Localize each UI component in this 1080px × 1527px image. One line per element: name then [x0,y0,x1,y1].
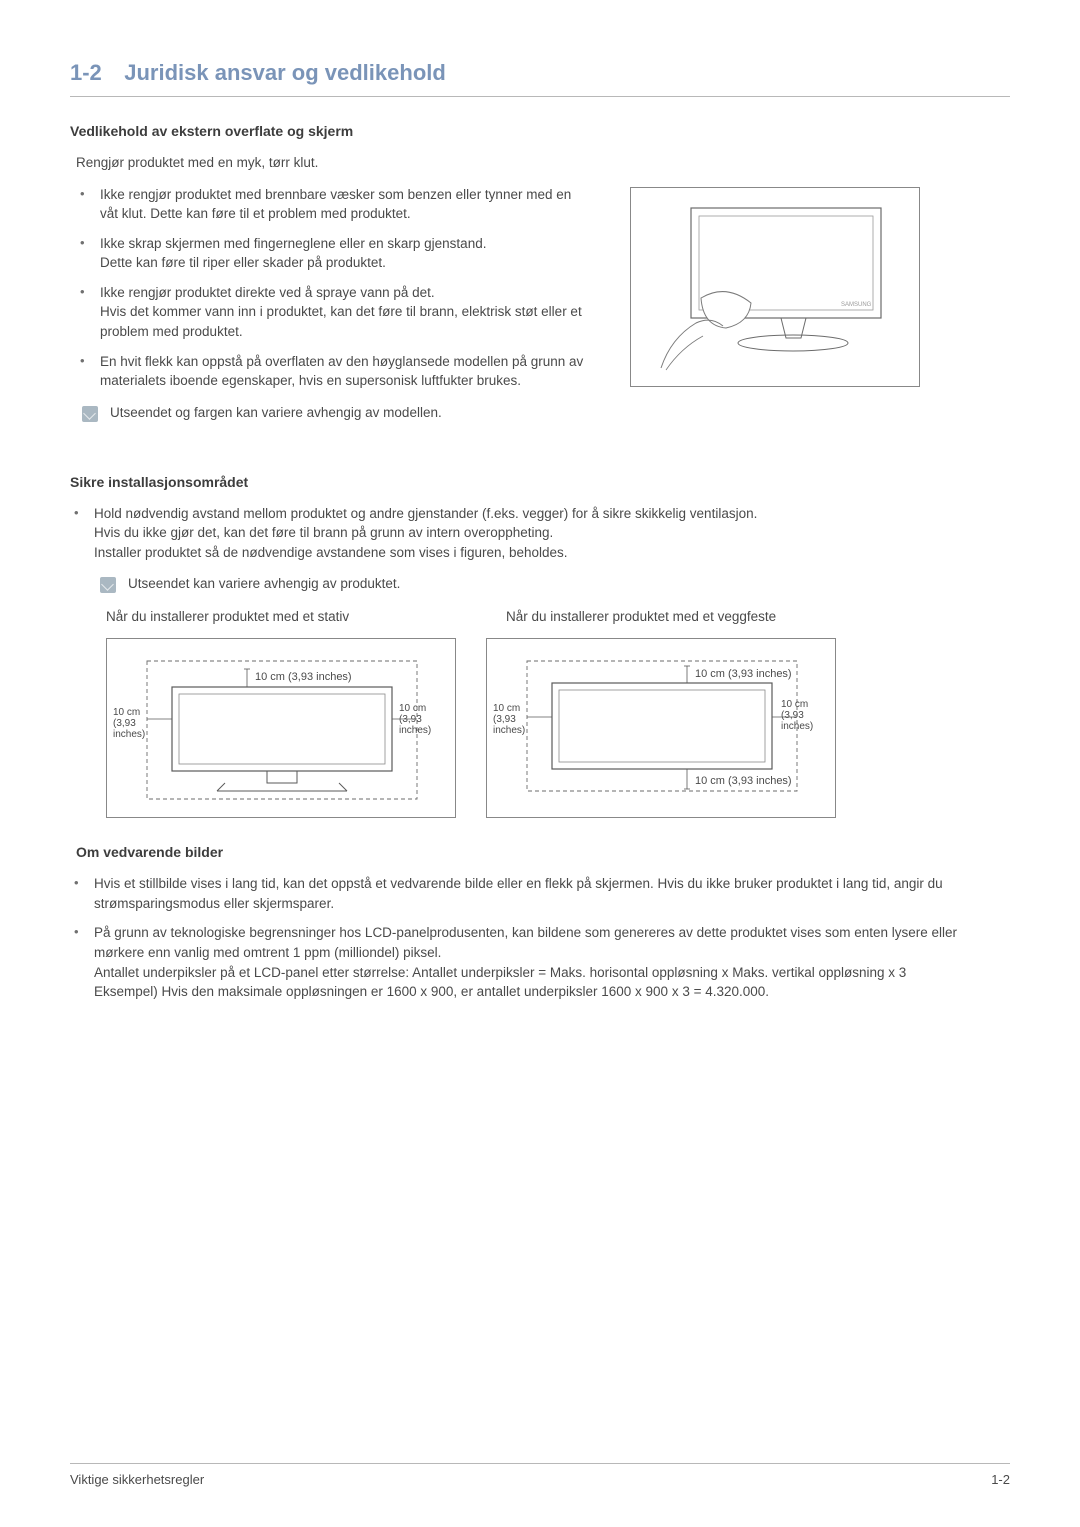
section-persistent-image: Om vedvarende bilder Hvis et stillbilde … [70,844,1010,1001]
section-header: 1-2 Juridisk ansvar og vedlikehold [70,60,1010,86]
note-row: Utseendet og fargen kan variere avhengig… [82,405,590,422]
persistent-bullets: Hvis et stillbilde vises i lang tid, kan… [70,874,1010,1001]
svg-text:(3,93: (3,93 [113,718,136,729]
svg-text:10 cm: 10 cm [399,703,426,714]
persistent-heading: Om vedvarende bilder [76,844,1010,860]
svg-text:SAMSUNG: SAMSUNG [841,302,872,308]
svg-text:inches): inches) [399,725,431,736]
page-footer: Viktige sikkerhetsregler 1-2 [70,1463,1010,1487]
svg-text:10 cm: 10 cm [113,707,140,718]
divider-bottom [70,1463,1010,1464]
diagram-wall: 10 cm (3,93 inches) 10 cm (3,93 inches) … [486,638,836,818]
section-title: Juridisk ansvar og vedlikehold [124,60,446,86]
note-icon [82,406,98,422]
svg-text:inches): inches) [493,725,525,736]
note-row: Utseendet kan variere avhengig av produk… [100,576,1010,593]
list-item: Ikke rengjør produktet med brennbare væs… [76,185,590,224]
svg-text:inches): inches) [113,729,145,740]
note-text: Utseendet og fargen kan variere avhengig… [110,405,442,420]
svg-text:10 cm (3,93 inches): 10 cm (3,93 inches) [695,775,792,787]
section-number: 1-2 [70,60,102,86]
caption-wall: Når du installerer produktet med et vegg… [506,609,776,624]
list-item: En hvit flekk kan oppstå på overflaten a… [76,352,590,391]
installation-bullets: Hold nødvendig avstand mellom produktet … [70,504,1010,563]
svg-text:10 cm (3,93 inches): 10 cm (3,93 inches) [695,668,792,680]
section-installation: Sikre installasjonsområdet Hold nødvendi… [70,474,1010,819]
note-text: Utseendet kan variere avhengig av produk… [128,576,400,591]
maintenance-heading: Vedlikehold av ekstern overflate og skje… [70,123,1010,139]
list-item: Hold nødvendig avstand mellom produktet … [70,504,1010,563]
svg-text:inches): inches) [781,721,813,732]
list-item: Ikke skrap skjermen med fingerneglene el… [76,234,590,273]
caption-stand: Når du installerer produktet med et stat… [106,609,436,624]
svg-text:10 cm: 10 cm [781,699,808,710]
installation-heading: Sikre installasjonsområdet [70,474,1010,490]
note-icon [100,577,116,593]
list-item: Ikke rengjør produktet direkte ved å spr… [76,283,590,342]
footer-right: 1-2 [991,1472,1010,1487]
cleaning-illustration: SAMSUNG [630,187,920,387]
svg-text:(3,93: (3,93 [399,714,422,725]
svg-text:(3,93: (3,93 [781,710,804,721]
maintenance-bullets: Ikke rengjør produktet med brennbare væs… [76,185,590,391]
label-top: 10 cm (3,93 inches) [255,671,352,683]
list-item: På grunn av teknologiske begrensninger h… [70,923,1010,1001]
list-item: Hvis et stillbilde vises i lang tid, kan… [70,874,1010,913]
divider-top [70,96,1010,97]
svg-text:(3,93: (3,93 [493,714,516,725]
footer-left: Viktige sikkerhetsregler [70,1472,204,1487]
section-maintenance: Vedlikehold av ekstern overflate og skje… [70,123,1010,430]
svg-text:10 cm: 10 cm [493,703,520,714]
maintenance-intro: Rengjør produktet med en myk, tørr klut. [76,153,1010,173]
diagram-stand: 10 cm (3,93 inches) 10 cm (3,93 inches) … [106,638,456,818]
